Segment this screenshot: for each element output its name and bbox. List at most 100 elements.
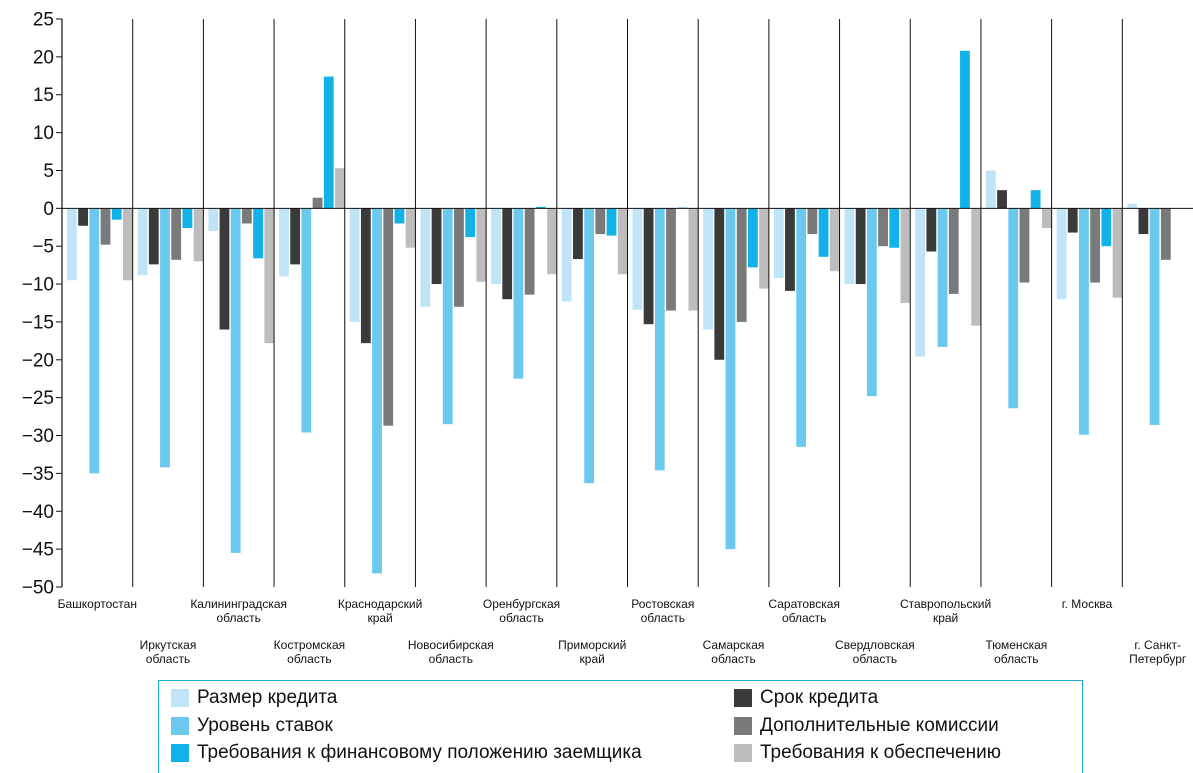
bar bbox=[688, 208, 699, 311]
bar bbox=[208, 208, 219, 232]
bar bbox=[1160, 208, 1171, 260]
bar bbox=[394, 208, 405, 224]
bar bbox=[1019, 208, 1030, 283]
bar bbox=[67, 208, 77, 281]
bar bbox=[264, 208, 275, 344]
bar bbox=[547, 208, 557, 275]
y-tick-label: 15 bbox=[33, 85, 54, 106]
x-tick-label: г. Санкт-Петербург bbox=[1129, 638, 1187, 666]
bar bbox=[100, 208, 111, 245]
bar bbox=[747, 208, 758, 268]
bar bbox=[595, 208, 606, 235]
bar bbox=[878, 208, 888, 247]
legend-item: Дополнительные комиссии bbox=[734, 714, 999, 738]
bar bbox=[561, 208, 572, 302]
bar bbox=[1030, 190, 1041, 209]
y-tick-label: 25 bbox=[33, 10, 54, 31]
legend-item: Уровень ставок bbox=[171, 714, 333, 738]
y-tick-label: −25 bbox=[22, 388, 54, 409]
bar bbox=[759, 208, 769, 289]
x-tick-label: Оренбургская область bbox=[483, 597, 560, 625]
bar bbox=[1112, 208, 1123, 298]
legend-item: Размер кредита bbox=[171, 686, 337, 710]
y-tick-label: −20 bbox=[22, 350, 54, 371]
y-tick-label: 0 bbox=[43, 199, 54, 220]
bar bbox=[666, 208, 676, 311]
bar bbox=[654, 208, 665, 471]
x-tick-label: Ставропольский край bbox=[900, 597, 991, 625]
bar bbox=[1138, 208, 1149, 235]
x-tick-label: Костромская область bbox=[274, 638, 345, 666]
bar bbox=[230, 208, 241, 553]
bar bbox=[349, 208, 360, 322]
legend-label: Требования к финансовому положению заемщ… bbox=[197, 742, 642, 763]
bar bbox=[335, 168, 345, 209]
bar bbox=[111, 208, 122, 220]
bar bbox=[253, 208, 263, 259]
bar bbox=[1127, 203, 1138, 209]
bar bbox=[301, 208, 312, 433]
x-axis-labels: Башкортостан Иркутская область Калининградс… bbox=[58, 597, 1187, 666]
legend-swatch bbox=[171, 716, 189, 735]
bar bbox=[89, 208, 100, 474]
legend-label: Требования к обеспечению bbox=[760, 742, 1001, 763]
bar bbox=[796, 208, 807, 447]
bar bbox=[926, 208, 937, 252]
legend-swatch bbox=[734, 689, 752, 707]
bar bbox=[312, 197, 323, 209]
legend-label: Размер кредита bbox=[197, 687, 338, 708]
bar bbox=[160, 208, 170, 468]
bar bbox=[1008, 208, 1019, 409]
x-tick-label: Новосибирская область bbox=[408, 638, 494, 666]
bar bbox=[405, 208, 416, 248]
legend-swatch bbox=[171, 744, 189, 762]
x-tick-label: Ростовская область bbox=[631, 597, 694, 625]
bar bbox=[1101, 208, 1112, 247]
legend-swatch bbox=[734, 744, 752, 762]
bar bbox=[513, 208, 524, 379]
bar bbox=[137, 208, 148, 275]
y-tick-label: −40 bbox=[22, 502, 54, 523]
bar bbox=[855, 208, 866, 285]
bar bbox=[1067, 208, 1078, 233]
bar bbox=[632, 208, 643, 310]
y-tick-label: −45 bbox=[22, 540, 54, 561]
bars bbox=[67, 50, 1171, 574]
bar bbox=[465, 208, 476, 238]
bar bbox=[360, 208, 371, 344]
y-tick-label: 20 bbox=[33, 47, 54, 68]
bar bbox=[889, 208, 900, 248]
y-tick-label: −35 bbox=[22, 464, 54, 485]
bar bbox=[524, 208, 535, 295]
bar bbox=[971, 208, 982, 326]
y-tick-label: −50 bbox=[22, 578, 54, 599]
bar bbox=[476, 208, 487, 282]
bar bbox=[829, 208, 840, 272]
x-tick-label: Иркутская область bbox=[140, 638, 197, 666]
x-tick-label: Тюменская область bbox=[985, 638, 1047, 666]
bar bbox=[219, 208, 230, 330]
y-tick-label: −5 bbox=[32, 237, 54, 258]
bar bbox=[383, 208, 394, 426]
bar bbox=[148, 208, 159, 265]
x-tick-label: Калининградская область bbox=[190, 597, 287, 625]
x-tick-label: Саратовская область bbox=[768, 597, 840, 625]
bar bbox=[193, 208, 204, 262]
bar bbox=[290, 208, 301, 265]
y-tick-label: −10 bbox=[22, 275, 54, 296]
legend-item: Требования к обеспечению bbox=[734, 741, 1001, 765]
y-tick-label: −15 bbox=[22, 312, 54, 333]
bar-chart: 2520151050−5−10−15−20−25−30−35−40−45−50 … bbox=[22, 10, 1193, 666]
bar bbox=[703, 208, 713, 330]
legend-label: Уровень ставок bbox=[197, 714, 333, 736]
bar bbox=[643, 208, 654, 325]
bar bbox=[773, 208, 784, 278]
legend-swatch bbox=[734, 716, 752, 735]
legend-item: Требования к финансовому положению заемщ… bbox=[171, 741, 642, 765]
bar bbox=[573, 208, 583, 260]
bar bbox=[725, 208, 736, 550]
bar bbox=[985, 170, 996, 209]
x-tick-label: Свердловская область bbox=[835, 638, 915, 666]
bar bbox=[279, 208, 289, 277]
bar bbox=[736, 208, 747, 322]
